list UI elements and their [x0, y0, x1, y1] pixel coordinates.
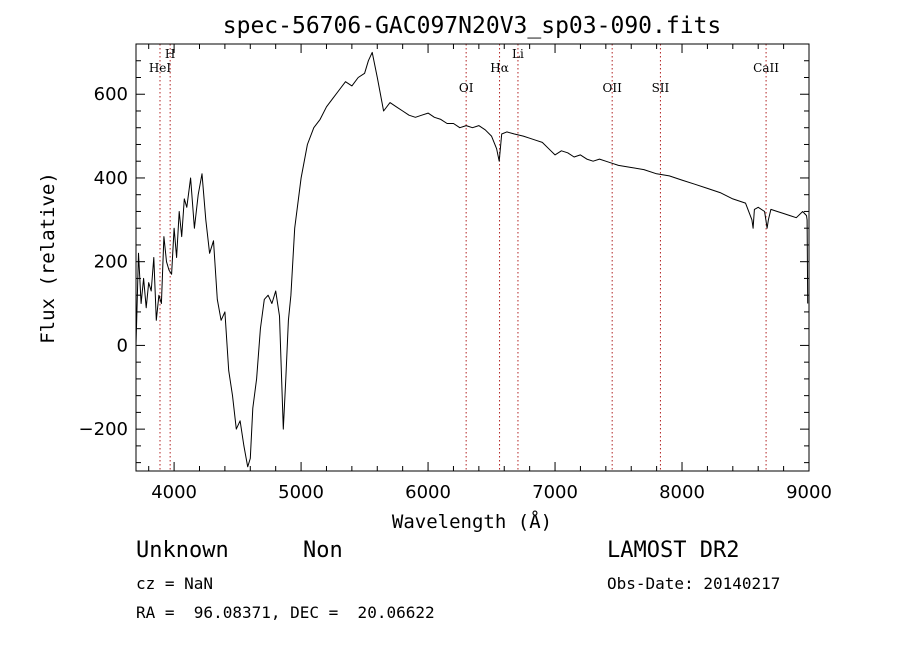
spectrum-series — [135, 51, 809, 468]
object-subclass: Non — [303, 538, 343, 563]
marker-label: H — [165, 47, 175, 61]
x-tick-label: 4000 — [151, 482, 197, 503]
y-axis-label: Flux (relative) — [37, 172, 59, 344]
coordinates: RA = 96.08371, DEC = 20.06622 — [136, 603, 435, 622]
x-tick-label: 5000 — [278, 482, 324, 503]
x-axis-label: Wavelength (Å) — [392, 510, 552, 533]
marker-label: CaII — [753, 61, 779, 75]
y-tick-label: 400 — [94, 168, 128, 189]
x-tick-label: 7000 — [532, 482, 578, 503]
x-tick-label: 9000 — [786, 482, 832, 503]
marker-label: Hα — [490, 61, 509, 75]
y-tick-label: 600 — [94, 84, 128, 105]
marker-label: OI — [459, 81, 474, 95]
x-tick-label: 6000 — [405, 482, 451, 503]
y-tick-label: 200 — [94, 252, 128, 273]
marker-label: OII — [603, 81, 623, 95]
cz-value: cz = NaN — [136, 574, 214, 593]
marker-label: HeI — [149, 61, 172, 75]
object-class: Unknown — [136, 538, 229, 563]
y-tick-label: 0 — [117, 335, 128, 356]
spectrum-line — [135, 51, 809, 468]
obs-date: Obs-Date: 20140217 — [607, 574, 781, 593]
plot-frame — [135, 43, 810, 472]
survey-label: LAMOST DR2 — [607, 538, 740, 563]
marker-label: SII — [652, 81, 670, 95]
chart-title: spec-56706-GAC097N20V3_sp03-090.fits — [223, 13, 722, 39]
x-tick-label: 8000 — [659, 482, 705, 503]
y-axis: −200 0 200 400 600 — [79, 60, 809, 464]
marker-label: Li — [512, 47, 524, 61]
y-tick-label: −200 — [79, 419, 128, 440]
x-axis: 4000 5000 6000 7000 8000 9000 — [148, 44, 832, 503]
